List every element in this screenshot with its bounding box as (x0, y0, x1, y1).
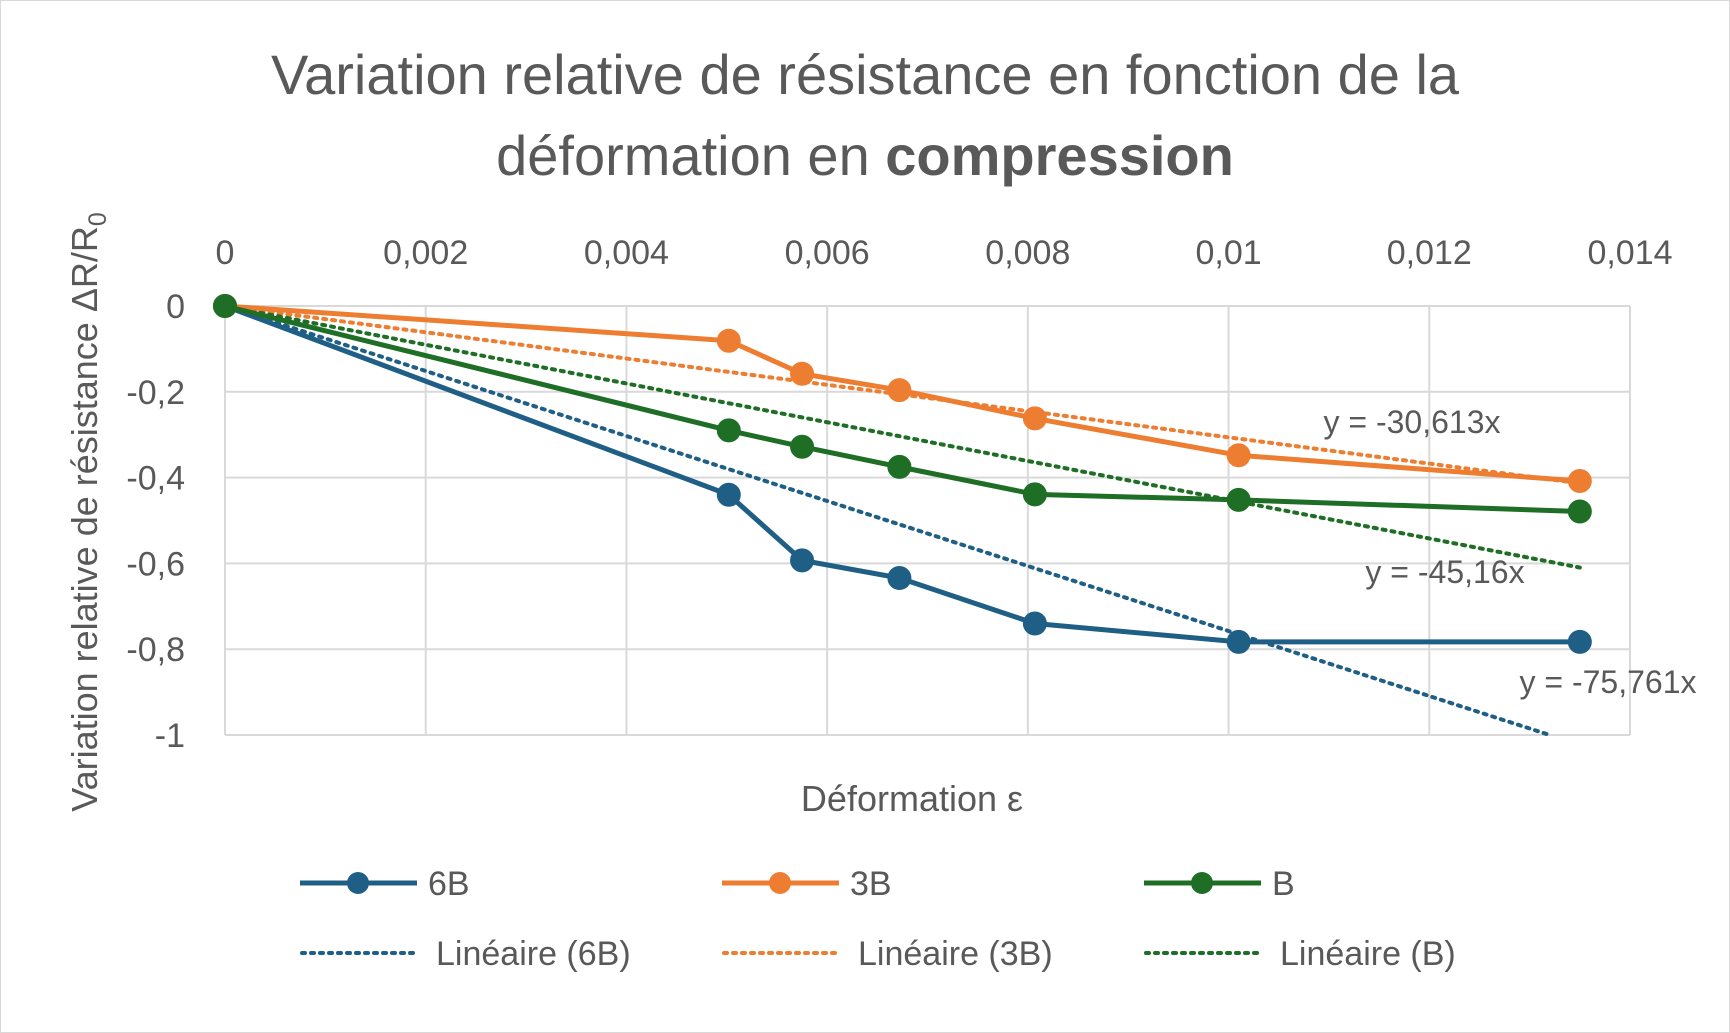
chart-title-line2-prefix: déformation en (496, 124, 885, 187)
data-point-3b (716, 328, 741, 353)
y-axis-title-subscript: 0 (84, 212, 112, 226)
trendline-equation-b: y = -45,16x (1365, 554, 1524, 590)
data-point-b (1022, 482, 1047, 507)
x-tick-label: 0,014 (1587, 234, 1672, 272)
data-point-b (1226, 487, 1251, 512)
legend-marker-b (1191, 872, 1213, 894)
data-point-6b (1226, 629, 1251, 654)
y-axis-title: Variation relative de résistance ΔR/R0 (64, 212, 112, 812)
y-tick-label: 0 (166, 288, 185, 326)
x-axis-title: Déformation ε (801, 778, 1023, 819)
data-point-3b (1567, 469, 1592, 494)
chart-title-line2: déformation en compression (496, 124, 1234, 187)
y-axis-title-main: Variation relative de résistance ΔR/R (64, 226, 105, 812)
legend-label-6b: 6B (428, 865, 470, 903)
data-point-6b (1022, 611, 1047, 636)
legend-marker-3b (769, 872, 791, 894)
data-point-3b (790, 361, 815, 386)
data-point-3b (1022, 406, 1047, 431)
data-series (213, 294, 1592, 654)
data-point-6b (716, 482, 741, 507)
trendline-equation-3b: y = -30,613x (1324, 404, 1501, 440)
data-point-6b (1567, 629, 1592, 654)
y-tick-label: -0,8 (126, 631, 185, 669)
data-point-b (716, 418, 741, 443)
trendline-equations: y = -75,761x y = -30,613x y = -45,16x (1324, 404, 1697, 700)
data-point-3b (1226, 443, 1251, 468)
legend-label-lineaire-6b: Linéaire (6B) (436, 935, 631, 973)
legend-label-3b: 3B (850, 865, 892, 903)
x-tick-label: 0,012 (1387, 234, 1472, 272)
legend-marker-6b (347, 872, 369, 894)
data-point-3b (887, 378, 912, 403)
chart-title-line1: Variation relative de résistance en fonc… (271, 43, 1460, 106)
x-tick-label: 0 (216, 234, 235, 272)
gridlines (224, 305, 1631, 736)
trendline-equation-6b: y = -75,761x (1520, 664, 1697, 700)
trendline-6b (223, 304, 1552, 737)
legend-label-lineaire-b: Linéaire (B) (1280, 935, 1456, 973)
trendlines (223, 304, 1582, 737)
data-point-6b (887, 565, 912, 590)
x-tick-label: 0,008 (985, 234, 1070, 272)
data-point-b (887, 454, 912, 479)
trendline-b (223, 304, 1582, 570)
y-tick-label: -0,6 (126, 545, 185, 583)
x-tick-label: 0,002 (383, 234, 468, 272)
data-point-b (1567, 499, 1592, 524)
legend-label-lineaire-3b: Linéaire (3B) (858, 935, 1053, 973)
y-tick-label: -0,4 (126, 460, 185, 498)
axis-tick-labels: 0 0,002 0,004 0,006 0,008 0,01 0,012 0,014 0 -0,2… (126, 234, 1672, 755)
y-tick-label: -1 (155, 717, 185, 755)
data-point-6b (790, 548, 815, 573)
legend: 6B 3B B Linéaire (6B) Linéaire (3B) Linéaire … (300, 865, 1456, 973)
y-tick-label: -0,2 (126, 374, 185, 412)
x-tick-label: 0,006 (785, 234, 870, 272)
x-tick-label: 0,004 (584, 234, 669, 272)
data-point-b (213, 294, 237, 318)
chart-title-line2-bold: compression (885, 124, 1234, 187)
x-tick-label: 0,01 (1195, 234, 1261, 272)
legend-label-b: B (1272, 865, 1295, 903)
data-point-b (790, 434, 815, 459)
